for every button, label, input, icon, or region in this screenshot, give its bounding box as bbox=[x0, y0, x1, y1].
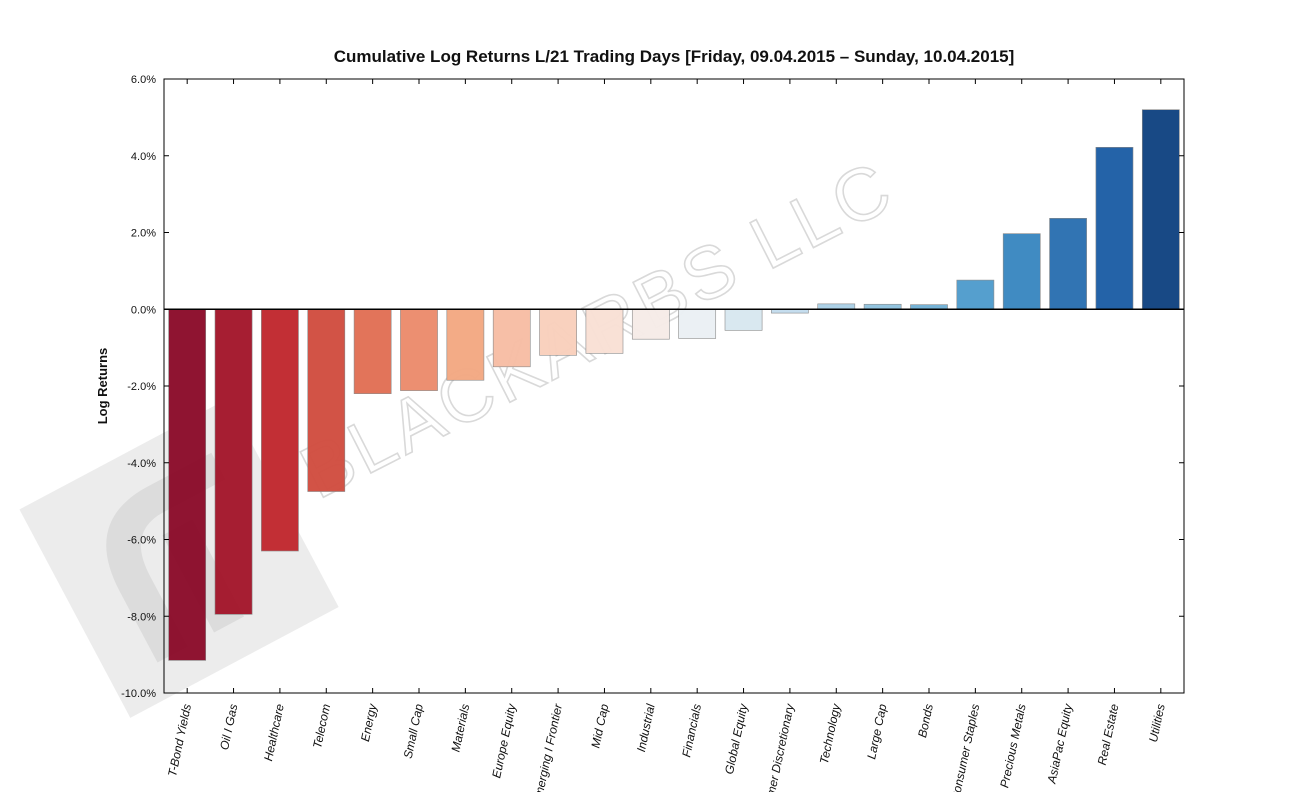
bar-emerging-i-frontier bbox=[539, 308, 577, 356]
bar-consumer-staples bbox=[956, 279, 995, 310]
bar-europe-equity bbox=[492, 308, 531, 368]
y-tick-label: 0.0% bbox=[131, 304, 156, 316]
x-tick-label: Industrial bbox=[634, 702, 658, 753]
y-tick-label: -10.0% bbox=[121, 688, 156, 700]
x-tick-label: Financials bbox=[679, 703, 704, 759]
x-tick-label: Real Estate bbox=[1095, 702, 1122, 766]
x-tick-label: T-Bond Yields bbox=[165, 703, 194, 778]
x-tick-label: Healthcare bbox=[261, 702, 287, 762]
x-tick-label: Mid Cap bbox=[588, 702, 611, 749]
x-tick-label: Emerging I Frontier bbox=[530, 702, 565, 792]
x-tick-label: Large Cap bbox=[864, 702, 889, 760]
bar-small-cap bbox=[400, 308, 438, 391]
bar-industrial bbox=[631, 308, 670, 340]
bar-healthcare bbox=[261, 308, 299, 552]
bar-telecom bbox=[307, 308, 346, 492]
bar-energy bbox=[353, 308, 392, 394]
chart-title: Cumulative Log Returns L/21 Trading Days… bbox=[334, 47, 1015, 66]
y-tick-label: -6.0% bbox=[127, 535, 156, 547]
y-tick-label: 2.0% bbox=[131, 228, 156, 240]
bar-asiapac-equity bbox=[1049, 218, 1087, 310]
y-tick-label: -2.0% bbox=[127, 381, 156, 393]
bar-oil-i-gas bbox=[214, 308, 253, 615]
x-tick-label: Telecom bbox=[310, 703, 333, 750]
x-tick-label: Oil I Gas bbox=[217, 703, 240, 752]
x-tick-label: Global Equity bbox=[722, 702, 751, 776]
x-tick-label: AsiaPac Equity bbox=[1044, 702, 1075, 786]
x-tick-label: Technology bbox=[817, 702, 844, 765]
x-tick-label: Materials bbox=[448, 703, 472, 754]
y-tick-label: -8.0% bbox=[127, 611, 156, 623]
bar-materials bbox=[446, 308, 485, 381]
bar-real-estate bbox=[1095, 147, 1134, 310]
bar-global-equity bbox=[724, 308, 763, 331]
x-tick-label: Utilities bbox=[1146, 703, 1168, 744]
bar-precious-metals bbox=[1002, 233, 1041, 310]
x-tick-label: Small Cap bbox=[401, 702, 426, 759]
y-axis-label: Log Returns bbox=[95, 348, 110, 425]
bar-financials bbox=[678, 308, 717, 339]
x-tick-label: Consumer Staples bbox=[948, 703, 982, 792]
y-tick-label: 6.0% bbox=[131, 74, 156, 86]
x-tick-label: Europe Equity bbox=[489, 702, 519, 780]
x-tick-label: Precious Metals bbox=[997, 703, 1028, 789]
y-tick-label: -4.0% bbox=[127, 458, 156, 470]
x-tick-label: Energy bbox=[358, 702, 380, 743]
x-tick-label: Bonds bbox=[915, 703, 936, 739]
bar-utilities bbox=[1141, 109, 1180, 310]
bar-mid-cap bbox=[585, 308, 624, 354]
bar-technology bbox=[817, 303, 856, 310]
bars-layer bbox=[168, 109, 1180, 661]
y-tick-label: 4.0% bbox=[131, 151, 156, 163]
x-tick-label: Consumer Discretionary bbox=[756, 702, 797, 792]
bar-t-bond-yields bbox=[168, 308, 207, 661]
